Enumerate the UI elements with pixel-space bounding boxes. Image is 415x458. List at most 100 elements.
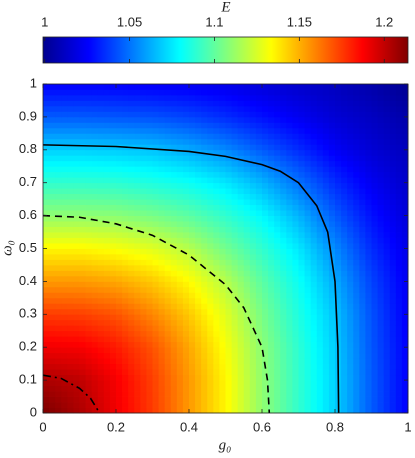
heat-cell (389, 204, 397, 211)
heat-cell (371, 347, 378, 354)
heat-cell (128, 281, 135, 288)
heat-cell (365, 369, 372, 376)
heat-cell (158, 396, 166, 403)
heat-cell (61, 391, 68, 397)
heat-cell (310, 122, 318, 129)
heat-cell (304, 259, 312, 266)
heat-cell (97, 105, 105, 112)
heat-cell (213, 347, 220, 354)
heat-cell (335, 221, 342, 227)
heat-cell (61, 100, 68, 107)
heat-cell (79, 314, 86, 321)
heat-cell (128, 319, 135, 326)
heat-cell (128, 166, 135, 173)
heat-cell (182, 330, 190, 337)
heat-cell (310, 215, 318, 222)
heat-cell (328, 303, 336, 310)
heat-cell (122, 352, 129, 359)
heat-cell (219, 94, 226, 101)
heat-cell (298, 248, 305, 255)
heat-cell (146, 407, 153, 414)
heat-cell (304, 286, 312, 293)
heat-cell (322, 281, 330, 288)
heat-cell (365, 270, 372, 277)
heat-cell (201, 385, 208, 392)
heat-cell (274, 116, 281, 123)
heat-cell (158, 122, 166, 129)
heat-cell (401, 319, 409, 326)
heat-cell (61, 226, 68, 233)
y-tick-label: 0.9 (19, 108, 37, 123)
heat-cell (316, 84, 324, 90)
heat-cell (322, 100, 330, 107)
heat-cell (389, 319, 397, 326)
heat-cell (286, 314, 293, 321)
heat-cell (182, 270, 190, 277)
heat-cell (304, 270, 312, 277)
heat-cell (377, 336, 385, 343)
heat-cell (341, 221, 348, 227)
heat-cell (353, 94, 360, 101)
heat-cell (377, 275, 385, 282)
heat-cell (304, 275, 312, 282)
heat-cell (359, 138, 366, 145)
heat-cell (134, 286, 141, 293)
heat-cell (231, 160, 239, 167)
heat-cell (280, 330, 287, 337)
heat-cell (225, 402, 232, 408)
heat-cell (231, 84, 239, 90)
heat-cell (207, 308, 214, 315)
heat-cell (134, 407, 141, 414)
heat-cell (322, 369, 330, 376)
heat-cell (189, 314, 196, 321)
heat-cell (207, 402, 214, 408)
heat-cell (292, 138, 299, 145)
heat-cell (237, 133, 245, 140)
heat-cell (79, 281, 86, 288)
heat-cell (383, 369, 391, 376)
heat-cell (97, 84, 105, 90)
heat-cell (128, 204, 135, 211)
heat-cell (207, 286, 214, 293)
heat-cell (255, 319, 263, 326)
heat-cell (335, 177, 342, 184)
heat-cell (304, 380, 312, 386)
heat-cell (237, 210, 245, 216)
heat-cell (158, 243, 166, 249)
heat-cell (122, 133, 129, 140)
heat-cell (109, 402, 117, 408)
heat-cell (43, 210, 50, 216)
heat-cell (213, 166, 220, 173)
heat-cell (274, 188, 281, 195)
heat-cell (286, 94, 293, 101)
heat-cell (371, 177, 378, 184)
heat-cell (389, 391, 397, 397)
heat-cell (237, 182, 245, 189)
heat-cell (274, 407, 281, 414)
heat-cell (322, 111, 330, 118)
heat-cell (109, 166, 117, 173)
heat-cell (170, 374, 178, 381)
heat-cell (249, 144, 257, 151)
heat-cell (73, 336, 80, 343)
heat-cell (109, 248, 117, 255)
heat-cell (213, 199, 220, 206)
heat-cell (213, 177, 220, 184)
heat-cell (219, 358, 226, 365)
heat-cell (286, 105, 293, 112)
heat-cell (389, 155, 397, 162)
heat-cell (231, 396, 239, 403)
heat-cell (43, 292, 50, 299)
heat-cell (268, 314, 275, 321)
heat-cell (152, 138, 159, 145)
heat-cell (365, 122, 372, 129)
heat-cell (292, 380, 299, 386)
heat-cell (262, 380, 269, 386)
heat-cell (401, 210, 409, 216)
heat-cell (401, 297, 409, 304)
heat-cell (231, 319, 239, 326)
heat-cell (109, 275, 117, 282)
heat-cell (164, 100, 172, 107)
heat-cell (371, 308, 378, 315)
heat-cell (335, 253, 342, 260)
